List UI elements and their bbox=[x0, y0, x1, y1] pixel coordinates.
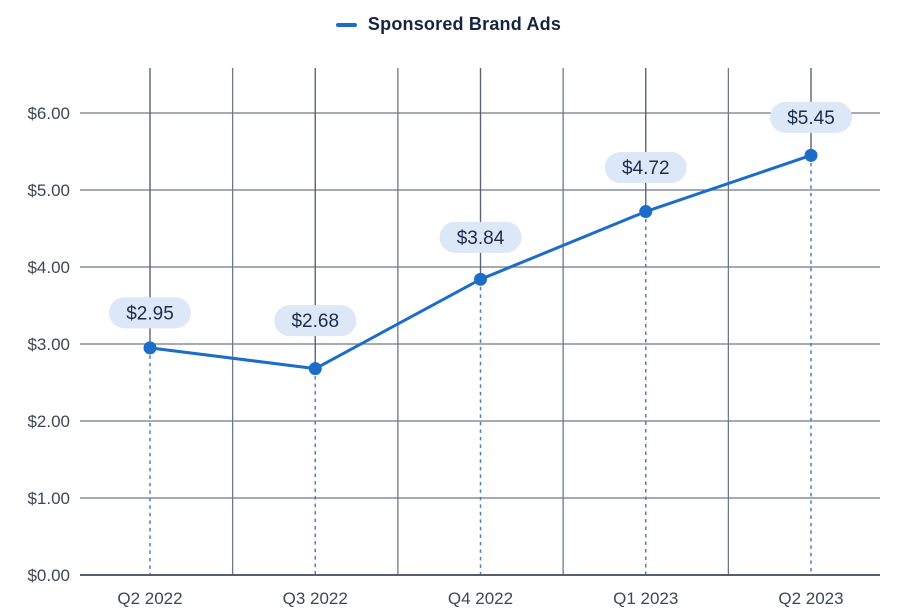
data-label-pill bbox=[439, 221, 522, 253]
x-tick-label: Q3 2022 bbox=[283, 589, 348, 608]
x-tick-label: Q2 2022 bbox=[117, 589, 182, 608]
data-label-text: $3.84 bbox=[457, 228, 505, 249]
data-point bbox=[308, 362, 322, 376]
data-label-pill bbox=[109, 297, 191, 329]
legend: Sponsored Brand Ads bbox=[0, 14, 897, 35]
y-tick-label: $2.00 bbox=[27, 412, 70, 431]
data-point bbox=[474, 272, 487, 286]
x-tick-label: Q4 2022 bbox=[448, 589, 513, 608]
y-tick-label: $5.00 bbox=[27, 181, 70, 200]
data-label-pill bbox=[770, 101, 852, 133]
legend-line-marker-icon bbox=[335, 22, 357, 27]
x-tick-label: Q2 2023 bbox=[778, 589, 843, 608]
y-tick-label: $6.00 bbox=[27, 104, 70, 123]
y-tick-label: $1.00 bbox=[27, 489, 70, 508]
data-label-pill bbox=[274, 305, 357, 337]
y-tick-label: $4.00 bbox=[27, 258, 70, 277]
legend-label: Sponsored Brand Ads bbox=[367, 14, 562, 34]
y-tick-label: $3.00 bbox=[27, 335, 70, 354]
data-point bbox=[143, 341, 157, 355]
data-point bbox=[804, 148, 818, 162]
x-tick-label: Q1 2023 bbox=[613, 589, 678, 608]
data-label-text: $2.68 bbox=[291, 311, 339, 332]
data-label-text: $4.72 bbox=[622, 158, 670, 179]
data-label-text: $5.45 bbox=[787, 108, 835, 129]
data-point bbox=[639, 205, 653, 219]
data-label-pill bbox=[604, 152, 687, 184]
y-tick-label: $0.00 bbox=[27, 566, 70, 585]
data-label-text: $2.95 bbox=[126, 303, 174, 324]
